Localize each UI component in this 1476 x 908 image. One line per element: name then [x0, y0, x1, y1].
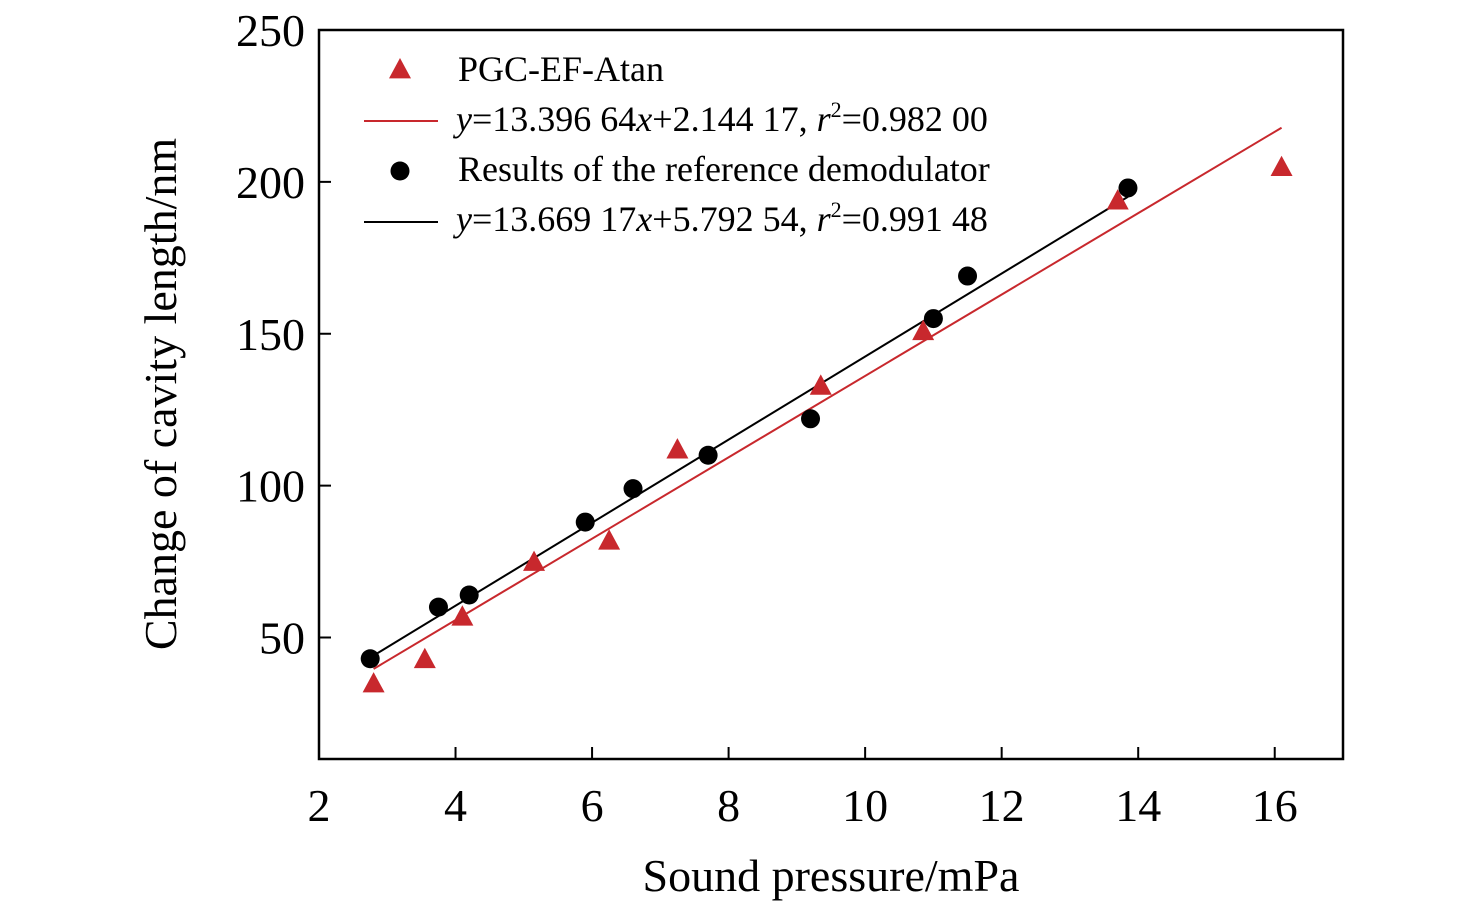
triangle-point: [413, 647, 436, 669]
triangle-point: [523, 550, 546, 571]
x-axis-label: Sound pressure/mPa: [643, 850, 1020, 901]
equation-part: 2: [831, 97, 842, 122]
triangle-point: [1270, 155, 1293, 177]
y-axis-label: Change of cavity length/nm: [135, 138, 186, 650]
x-tick-label: 12: [979, 780, 1025, 831]
circle-point: [360, 649, 380, 669]
equation-part: =0.991 48: [842, 199, 988, 239]
fit-line: [373, 126, 1283, 670]
legend-label-series-2: Results of the reference demodulator: [458, 149, 990, 189]
equation-part: x: [635, 99, 652, 139]
plot-frame: [317, 28, 1345, 761]
x-tick-label: 14: [1115, 780, 1161, 831]
triangle-point: [809, 374, 832, 395]
legend-label-series-1: PGC-EF-Atan: [458, 49, 664, 89]
circle-point: [428, 597, 448, 617]
equation-part: y: [453, 99, 472, 139]
circle-point: [801, 409, 821, 429]
triangle-point: [666, 438, 689, 459]
y-tick-label: 50: [259, 613, 305, 664]
equation-part: r: [817, 99, 832, 139]
equation-part: r: [817, 199, 832, 239]
circle-point: [958, 266, 978, 286]
y-tick-label: 250: [236, 5, 305, 56]
triangle-point: [1106, 189, 1129, 210]
y-tick-label: 150: [236, 309, 305, 360]
circle-point: [575, 512, 595, 532]
x-tick-label: 2: [308, 780, 331, 831]
fit-lines: [369, 126, 1283, 670]
equation-part: x: [635, 199, 652, 239]
triangle-point: [362, 672, 385, 693]
equation-part: +5.792 54,: [652, 199, 816, 239]
x-tick-label: 4: [444, 780, 467, 831]
y-axis-ticks: 50 100 150 200 250: [236, 5, 331, 664]
y-tick-label: 100: [236, 461, 305, 512]
circle-point: [1118, 178, 1138, 198]
x-tick-label: 10: [842, 780, 888, 831]
x-axis-ticks: 2 4 6 8 10 12 14 16: [308, 747, 1298, 831]
circle-point: [623, 479, 643, 499]
data-markers: [360, 155, 1293, 693]
circle-point: [459, 585, 479, 605]
x-tick-label: 8: [717, 780, 740, 831]
equation-part: 2: [831, 197, 842, 222]
equation-part: +2.144 17,: [652, 99, 816, 139]
y-tick-label: 200: [236, 157, 305, 208]
legend-triangle-marker: [389, 58, 411, 79]
x-tick-label: 6: [581, 780, 604, 831]
legend: PGC-EF-Atan Results of the reference demo…: [364, 49, 990, 239]
circle-point: [698, 445, 718, 465]
equation-part: =13.396 64: [472, 99, 636, 139]
triangle-point: [598, 529, 621, 550]
fit-line: [369, 195, 1129, 659]
triangle-point: [912, 319, 935, 341]
circle-point: [923, 309, 943, 329]
legend-fit-equation: y=13.396 64x+2.144 17, r2=0.982 00: [453, 97, 988, 139]
equation-part: y: [453, 199, 472, 239]
legend-circle-marker: [390, 161, 410, 181]
x-tick-label: 16: [1252, 780, 1298, 831]
legend-fit-equation: y=13.669 17x+5.792 54, r2=0.991 48: [453, 197, 988, 239]
equation-part: =0.982 00: [842, 99, 988, 139]
triangle-point: [451, 605, 474, 626]
equation-part: =13.669 17: [472, 199, 636, 239]
